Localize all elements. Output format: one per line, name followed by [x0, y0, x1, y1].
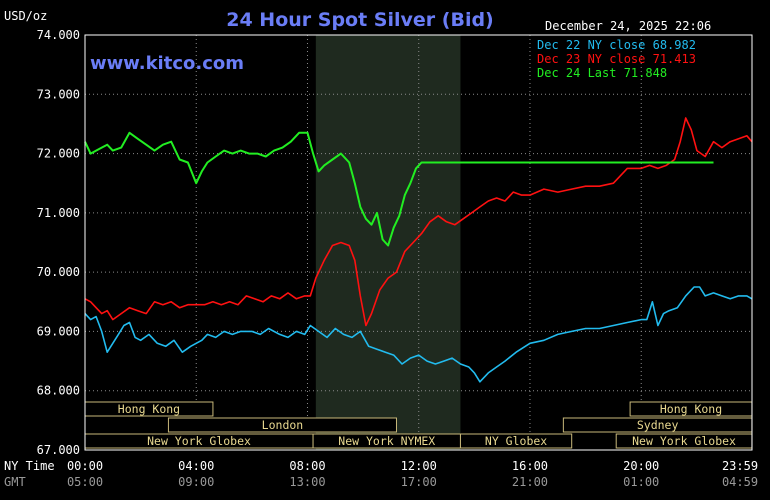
legend-entry-dec24: Dec 24 Last 71.848: [537, 66, 667, 80]
market-session-label: New York Globex: [632, 434, 736, 448]
x-tick-label-ny: 12:00: [401, 459, 437, 473]
market-session-label: New York NYMEX: [338, 434, 435, 448]
x-tick-label-ny: 16:00: [512, 459, 548, 473]
series-line-2: [84, 117, 753, 327]
market-session-bar: [459, 433, 573, 449]
y-tick-label: 72.000: [37, 147, 80, 161]
market-session-label: Sydney: [637, 418, 679, 432]
series-lines: [84, 117, 753, 383]
market-session-label: London: [262, 418, 304, 432]
market-session-bars: Hong Kong London New York Globex New York N…: [84, 401, 753, 449]
x-tick-label-ny: 04:00: [178, 459, 214, 473]
market-session-label: New York Globex: [147, 434, 251, 448]
x-tick-label-gmt: 09:00: [178, 475, 214, 489]
y-tick-label: 70.000: [37, 265, 80, 279]
x-tick-label-gmt: 13:00: [289, 475, 325, 489]
y-tick-label: 69.000: [37, 324, 80, 338]
x-row-label-ny: NY Time: [4, 459, 55, 473]
x-tick-label-ny: 20:00: [623, 459, 659, 473]
legend-entry-dec22: Dec 22 NY close 68.982: [537, 38, 696, 52]
series-line-3: [84, 131, 714, 247]
y-tick-label: 74.000: [37, 28, 80, 42]
x-tick-label-gmt: 21:00: [512, 475, 548, 489]
watermark: www.kitco.com: [90, 53, 244, 74]
x-tick-label-ny: 08:00: [289, 459, 325, 473]
unit-label: USD/oz: [4, 9, 47, 23]
market-session-label: NY Globex: [485, 434, 547, 448]
x-tick-label-gmt: 05:00: [67, 475, 103, 489]
market-session-label: Hong Kong: [660, 402, 722, 416]
market-session-label: Hong Kong: [118, 402, 180, 416]
x-tick-labels: 00:00 05:00 04:00 09:00 08:00 13:00 12:00 17:00…: [67, 459, 758, 489]
y-tick-label: 68.000: [37, 384, 80, 398]
x-tick-label-ny: 00:00: [67, 459, 103, 473]
chart-title: 24 Hour Spot Silver (Bid): [226, 9, 493, 31]
x-tick-label-gmt: 04:59: [722, 475, 758, 489]
timestamp: December 24, 2025 22:06: [545, 19, 711, 33]
y-tick-label: 67.000: [37, 443, 80, 457]
x-row-label-gmt: GMT: [4, 475, 26, 489]
series-line-1: [84, 286, 753, 383]
x-tick-label-gmt: 01:00: [623, 475, 659, 489]
plot-border: [84, 34, 753, 451]
y-tick-labels: 74.000 73.000 72.000 71.000 70.000 69.000 68.0…: [37, 28, 80, 457]
y-tick-label: 73.000: [37, 87, 80, 101]
x-tick-label-ny: 23:59: [722, 459, 758, 473]
y-tick-label: 71.000: [37, 206, 80, 220]
market-session-bar: [167, 417, 397, 433]
x-tick-label-gmt: 17:00: [401, 475, 437, 489]
legend-entry-dec23: Dec 23 NY close 71.413: [537, 52, 696, 66]
